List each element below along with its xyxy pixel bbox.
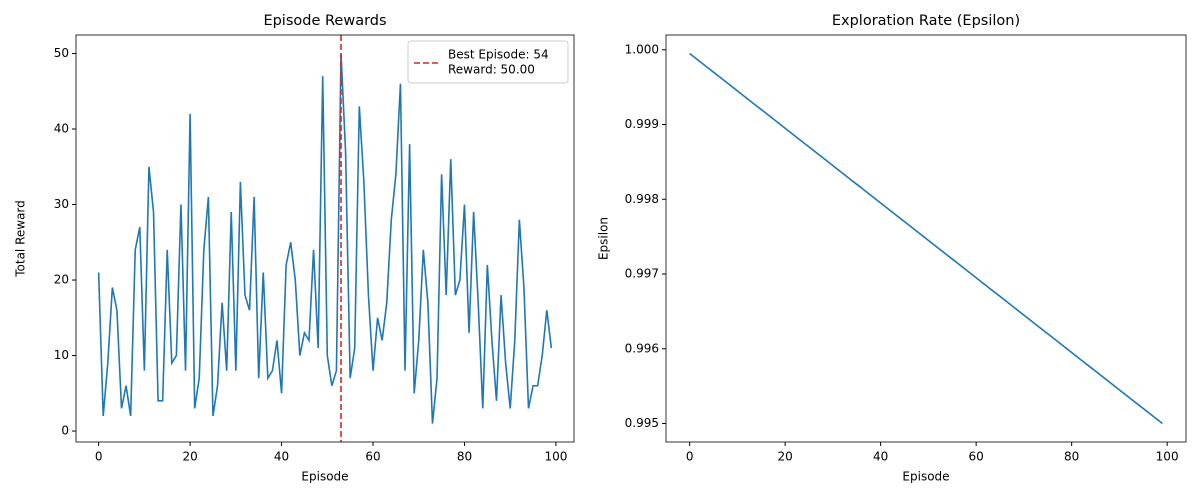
y-tick-label: 0.998 (625, 192, 659, 206)
y-tick-label: 0.996 (625, 341, 659, 355)
y-axis-label: Epsilon (597, 217, 611, 260)
axes-frame (665, 34, 1187, 443)
chart-title: Exploration Rate (Epsilon) (832, 13, 1020, 29)
y-tick-label: 0.995 (625, 416, 659, 430)
legend-label: Best Episode: 54 (448, 48, 549, 62)
axes-frame (75, 34, 575, 443)
x-axis-label: Episode (902, 470, 949, 484)
x-tick-label: 0 (686, 450, 694, 464)
y-tick-label: 1.000 (625, 42, 659, 56)
x-tick-label: 20 (182, 450, 197, 464)
y-tick-label: 30 (54, 197, 69, 211)
data-line (689, 52, 1163, 425)
x-tick-label: 60 (968, 450, 983, 464)
x-tick-label: 100 (544, 450, 567, 464)
data-line (97, 53, 553, 424)
x-tick-label: 60 (365, 450, 380, 464)
y-tick-label: 40 (54, 122, 69, 136)
x-tick-label: 0 (95, 450, 103, 464)
chart-title: Episode Rewards (263, 13, 386, 29)
x-axis-label: Episode (301, 470, 348, 484)
x-tick-label: 100 (1156, 450, 1179, 464)
y-tick-label: 20 (54, 273, 69, 287)
legend-box (407, 40, 569, 84)
y-tick-label: 10 (54, 348, 69, 362)
y-axis-label: Total Reward (14, 200, 28, 278)
x-tick-label: 40 (274, 450, 289, 464)
y-tick-label: 0.997 (625, 267, 659, 281)
legend-label: Reward: 50.00 (448, 63, 535, 77)
y-tick-label: 0 (61, 424, 69, 438)
x-tick-label: 80 (457, 450, 472, 464)
x-tick-label: 40 (873, 450, 888, 464)
y-tick-label: 0.999 (625, 117, 659, 131)
x-tick-label: 20 (777, 450, 792, 464)
x-tick-label: 80 (1064, 450, 1079, 464)
y-tick-label: 50 (54, 46, 69, 60)
